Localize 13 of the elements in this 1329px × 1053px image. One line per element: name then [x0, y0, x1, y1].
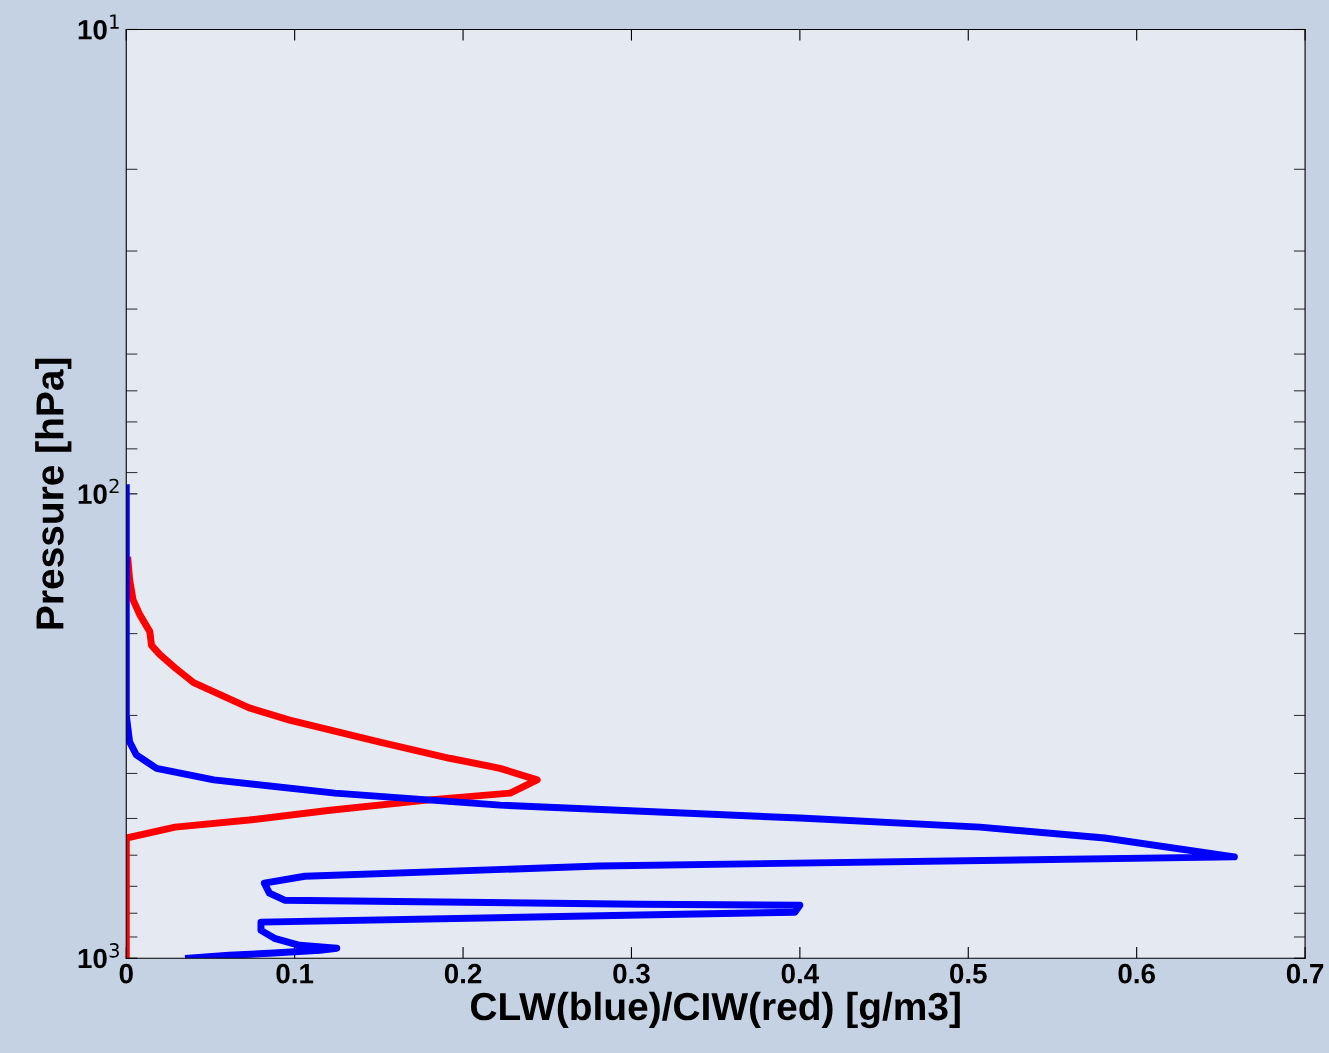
- x-axis-title: CLW(blue)/CIW(red) [g/m3]: [471, 991, 960, 1029]
- x-tick-label: 0.6: [1118, 963, 1155, 984]
- x-tick-label: 0.1: [276, 963, 314, 984]
- y-axis-title: Pressure [hPa]: [35, 358, 72, 629]
- y-tick-label: 10$^{2}$: [78, 478, 119, 504]
- x-tick-label: 0.2: [444, 963, 482, 984]
- x-tick-label: 0.5: [950, 963, 987, 984]
- x-tick-label: 0.4: [781, 963, 820, 984]
- y-tick-label: 10$^{1}$: [78, 14, 119, 40]
- y-tick-label: 10$^{3}$: [78, 943, 119, 969]
- x-tick-label: 0.7: [1286, 963, 1324, 984]
- x-tick-label: 0.3: [613, 963, 650, 984]
- x-tick-label: 0: [119, 963, 133, 984]
